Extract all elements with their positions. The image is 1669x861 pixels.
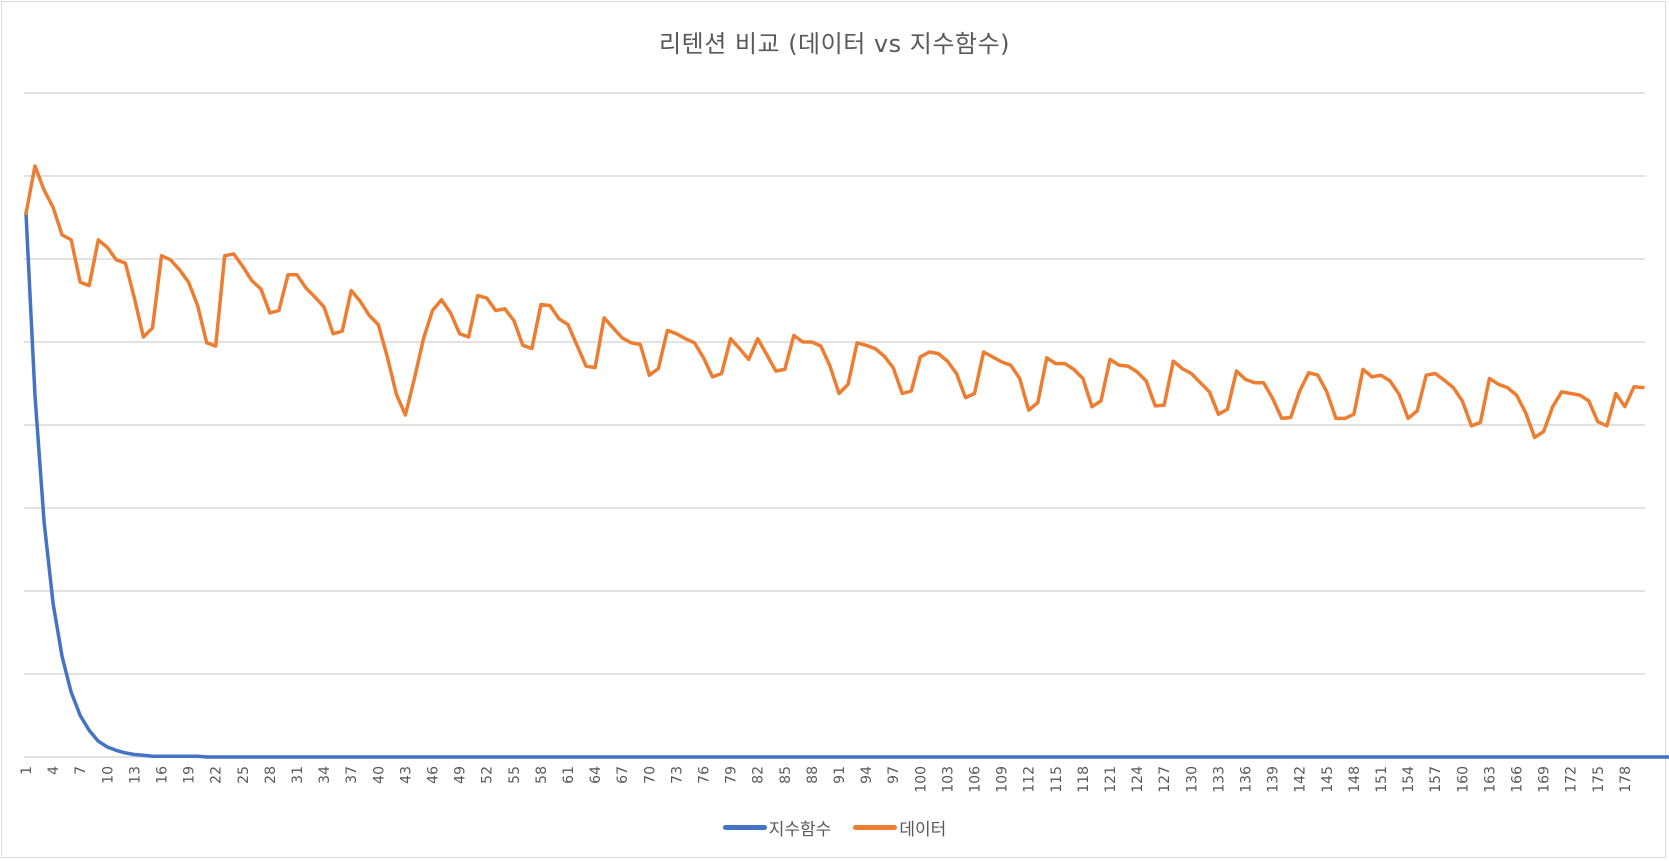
x-tick-label: 103 [940, 766, 956, 793]
x-tick-label: 82 [751, 766, 767, 784]
x-tick-label: 109 [995, 766, 1011, 793]
x-tick-label: 34 [317, 766, 333, 784]
x-tick-label: 40 [371, 766, 387, 784]
x-tick-label: 127 [1157, 766, 1173, 793]
x-tick-label: 22 [209, 766, 225, 784]
x-tick-label: 172 [1564, 766, 1580, 793]
x-tick-label: 139 [1266, 766, 1282, 793]
x-tick-label: 55 [507, 766, 523, 784]
legend: 지수함수 데이터 [0, 815, 1669, 840]
x-tick-label: 49 [453, 766, 469, 784]
x-tick-label: 4 [46, 766, 62, 775]
x-tick-label: 70 [642, 766, 658, 784]
x-tick-label: 148 [1347, 766, 1363, 793]
x-tick-label: 31 [290, 766, 306, 784]
chart-title: 리텐션 비교 (데이터 vs 지수함수) [659, 30, 1010, 58]
x-tick-label: 10 [100, 766, 116, 784]
x-tick-label: 28 [263, 766, 279, 784]
x-tick-label: 166 [1510, 766, 1526, 793]
x-tick-label: 46 [426, 766, 442, 784]
x-tick-label: 16 [155, 766, 171, 784]
x-tick-label: 142 [1293, 766, 1309, 793]
x-tick-label: 73 [669, 766, 685, 784]
series-line-exponential[interactable] [24, 211, 1669, 759]
x-tick-label: 100 [913, 766, 929, 793]
series-lines [24, 164, 1669, 759]
x-tick-label: 133 [1211, 766, 1227, 793]
x-tick-label: 91 [832, 766, 848, 784]
x-axis-tick-labels: 1 4 7 10 13 16 19 22 25 28 31 34 37 40 43 46 49 52 55 58 61 6… [19, 766, 1634, 793]
x-tick-label: 121 [1103, 766, 1119, 793]
x-tick-label: 151 [1374, 766, 1390, 793]
x-tick-label: 115 [1049, 766, 1065, 793]
x-tick-label: 52 [480, 766, 496, 784]
x-tick-label: 67 [615, 766, 631, 784]
x-tick-label: 25 [236, 766, 252, 784]
series-line-data[interactable] [24, 164, 1645, 440]
legend-label: 지수함수 [768, 820, 832, 840]
x-tick-label: 19 [182, 766, 198, 784]
x-tick-label: 130 [1184, 766, 1200, 793]
x-tick-label: 154 [1401, 766, 1417, 793]
x-tick-label: 1 [19, 766, 35, 775]
x-tick-label: 175 [1591, 766, 1607, 793]
x-tick-label: 136 [1239, 766, 1255, 793]
legend-swatch-blue-icon [722, 825, 767, 830]
x-tick-label: 37 [344, 766, 360, 784]
x-tick-label: 58 [534, 766, 550, 784]
x-tick-label: 13 [127, 766, 143, 784]
x-tick-label: 43 [398, 766, 414, 784]
x-tick-label: 163 [1482, 766, 1498, 793]
x-tick-label: 7 [73, 766, 89, 775]
x-tick-label: 178 [1618, 766, 1634, 793]
x-tick-label: 76 [697, 766, 713, 784]
x-tick-label: 160 [1455, 766, 1471, 793]
legend-item-exponential[interactable]: 지수함수 [722, 815, 832, 840]
x-tick-label: 118 [1076, 766, 1092, 793]
x-tick-label: 61 [561, 766, 577, 784]
x-tick-label: 106 [968, 766, 984, 793]
x-tick-label: 85 [778, 766, 794, 784]
x-tick-label: 112 [1022, 766, 1038, 793]
legend-swatch-orange-icon [853, 825, 898, 830]
gridlines [24, 92, 1645, 758]
x-tick-label: 145 [1320, 766, 1336, 793]
x-tick-label: 124 [1130, 766, 1146, 793]
x-tick-label: 79 [724, 766, 740, 784]
legend-label: 데이터 [899, 820, 947, 840]
x-tick-label: 97 [886, 766, 902, 784]
legend-item-data[interactable]: 데이터 [853, 815, 946, 840]
x-tick-label: 169 [1537, 766, 1553, 793]
x-tick-label: 64 [588, 766, 604, 784]
x-tick-label: 94 [859, 766, 875, 784]
x-tick-label: 88 [805, 766, 821, 784]
x-tick-label: 157 [1428, 766, 1444, 793]
